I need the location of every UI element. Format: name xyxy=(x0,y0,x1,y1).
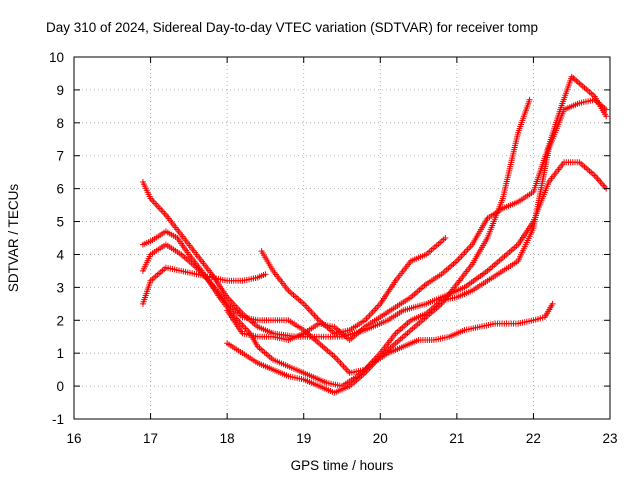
y-tick-label: 4 xyxy=(56,247,64,262)
y-tick-label: 7 xyxy=(56,149,64,164)
chart-title: Day 310 of 2024, Sidereal Day-to-day VTE… xyxy=(46,20,538,35)
data-point xyxy=(549,300,556,307)
y-axis-label: SDTVAR / TECUs xyxy=(6,184,21,293)
x-tick-label: 17 xyxy=(143,431,158,446)
x-axis-label: GPS time / hours xyxy=(291,458,394,473)
y-tick-label: 0 xyxy=(56,379,64,394)
data-point xyxy=(262,271,269,278)
y-tick-label: 8 xyxy=(56,116,64,131)
y-tick-label: 9 xyxy=(56,83,64,98)
x-tick-label: 22 xyxy=(526,431,541,446)
x-axis-ticks: 16 17 18 19 20 21 22 23 xyxy=(66,57,618,446)
x-tick-label: 20 xyxy=(373,431,388,446)
y-tick-label: 10 xyxy=(49,50,64,65)
y-tick-label: 2 xyxy=(56,313,64,328)
data-point xyxy=(603,113,610,120)
series-3 xyxy=(139,96,610,376)
series-5 xyxy=(258,235,449,337)
series-4 xyxy=(139,264,269,307)
x-tick-label: 19 xyxy=(296,431,311,446)
data-point xyxy=(442,235,449,241)
y-axis-ticks: -1 0 1 2 3 4 5 6 7 8 9 10 xyxy=(49,50,610,427)
data-point xyxy=(526,96,533,103)
plot-frame xyxy=(73,56,611,420)
x-tick-label: 16 xyxy=(66,431,81,446)
y-tick-label: 5 xyxy=(56,215,64,230)
data-point xyxy=(573,77,580,84)
series-1 xyxy=(139,159,610,340)
data-point xyxy=(571,76,578,83)
y-tick-label: -1 xyxy=(52,412,64,427)
y-tick-label: 3 xyxy=(56,280,64,295)
data-points xyxy=(139,73,610,396)
x-tick-label: 18 xyxy=(220,431,235,446)
series-6 xyxy=(224,96,533,396)
x-tick-label: 23 xyxy=(602,431,617,446)
series-7 xyxy=(224,73,610,344)
x-tick-label: 21 xyxy=(449,431,464,446)
series-2 xyxy=(139,228,556,390)
data-point xyxy=(574,79,581,86)
y-tick-label: 1 xyxy=(56,346,64,361)
y-tick-label: 6 xyxy=(56,182,64,197)
